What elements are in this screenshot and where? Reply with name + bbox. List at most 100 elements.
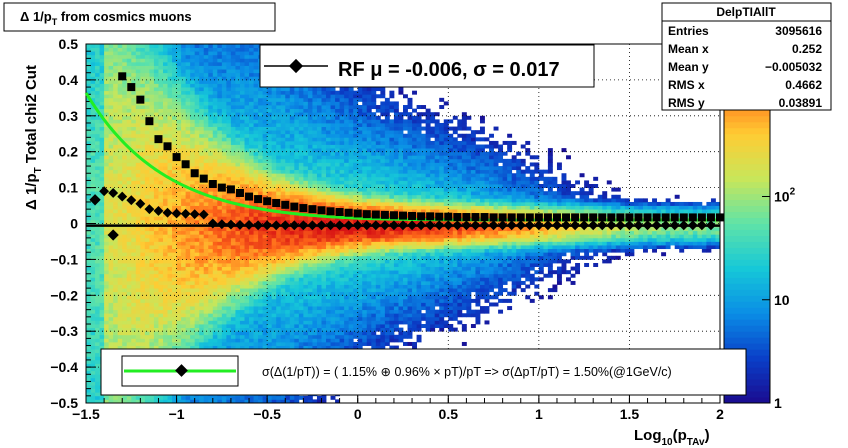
heatmap-cell [230, 234, 236, 239]
heatmap-cell [90, 259, 96, 264]
heatmap-cell [221, 155, 227, 160]
heatmap-cell [285, 212, 291, 217]
heatmap-cell [199, 259, 205, 264]
heatmap-cell [249, 309, 254, 314]
heatmap-cell [208, 101, 214, 106]
heatmap-cell [95, 140, 100, 145]
heatmap-cell [86, 69, 91, 74]
heatmap-cell [185, 72, 191, 77]
heatmap-cell [267, 262, 273, 267]
heatmap-cell [185, 280, 191, 285]
heatmap-cell [217, 191, 223, 196]
heatmap-cell [117, 341, 123, 346]
heatmap-cell [199, 65, 205, 70]
heatmap-cell [99, 112, 105, 117]
heatmap-cell [117, 166, 123, 171]
heatmap-cell [153, 219, 159, 224]
heatmap-cell [253, 130, 259, 135]
heatmap-cell [86, 169, 91, 174]
heatmap-cell [194, 234, 200, 239]
heatmap-cell [190, 341, 196, 346]
heatmap-cell [199, 90, 205, 95]
heatmap-cell [99, 151, 105, 156]
heatmap-cell [280, 162, 286, 167]
heatmap-cell [208, 291, 214, 296]
heatmap-cell [86, 97, 91, 102]
heatmap-cell [267, 205, 273, 210]
heatmap-cell [217, 115, 223, 120]
heatmap-cell [172, 101, 177, 106]
heatmap-cell [239, 148, 245, 153]
heatmap-cell [95, 284, 100, 289]
heatmap-cell [221, 273, 227, 278]
heatmap-cell [90, 230, 96, 235]
heatmap-cell [294, 291, 300, 296]
heatmap-cell [122, 44, 128, 48]
heatmap-cell [95, 65, 100, 70]
heatmap-cell [199, 219, 205, 224]
heatmap-cell [149, 212, 155, 217]
heatmap-cell [285, 166, 291, 171]
heatmap-cell [108, 83, 114, 88]
heatmap-cell [95, 349, 100, 354]
heatmap-cell [289, 338, 295, 343]
heatmap-cell [90, 90, 96, 95]
heatmap-cell [135, 198, 141, 203]
heatmap-cell [208, 212, 214, 217]
heatmap-cell [126, 227, 132, 232]
heatmap-cell [185, 338, 191, 343]
heatmap-cell [217, 119, 223, 124]
heatmap-cell [217, 230, 223, 235]
heatmap-cell [194, 324, 200, 329]
heatmap-cell [221, 280, 227, 285]
heatmap-cell [244, 237, 250, 242]
heatmap-cell [280, 288, 286, 293]
heatmap-cell [307, 399, 313, 404]
heatmap-cell [226, 227, 232, 232]
heatmap-cell [230, 72, 236, 77]
heatmap-cell [226, 270, 232, 275]
heatmap-cell [131, 227, 137, 232]
heatmap-cell [126, 241, 132, 246]
heatmap-cell [271, 137, 277, 142]
heatmap-cell [239, 298, 245, 303]
heatmap-cell [108, 237, 114, 242]
heatmap-cell [104, 216, 110, 221]
heatmap-cell [144, 313, 150, 318]
heatmap-cell [294, 302, 300, 307]
heatmap-cell [280, 87, 286, 92]
heatmap-cell [253, 334, 259, 339]
heatmap-cell [294, 324, 300, 329]
heatmap-cell [235, 255, 241, 260]
heatmap-cell [95, 367, 100, 372]
heatmap-cell [185, 155, 191, 160]
heatmap-cell [217, 324, 223, 329]
heatmap-cell [212, 166, 218, 171]
heatmap-cell [294, 284, 300, 289]
heatmap-cell [230, 259, 236, 264]
heatmap-cell [208, 51, 214, 56]
heatmap-cell [280, 277, 286, 282]
heatmap-cell [298, 291, 304, 296]
heatmap-cell [258, 230, 264, 235]
heatmap-cell [126, 173, 132, 178]
heatmap-cell [167, 105, 173, 110]
heatmap-cell [86, 298, 91, 303]
heatmap-cell [117, 241, 123, 246]
heatmap-cell [194, 270, 200, 275]
heatmap-cell [217, 306, 223, 311]
heatmap-cell [108, 61, 114, 66]
heatmap-cell [185, 144, 191, 149]
heatmap-cell [262, 284, 268, 289]
heatmap-cell [140, 112, 146, 117]
heatmap-cell [203, 72, 209, 77]
heatmap-cell [208, 309, 214, 314]
heatmap-cell [99, 54, 105, 59]
heatmap-cell [140, 334, 146, 339]
heatmap-cell [140, 176, 146, 181]
heatmap-cell [267, 162, 273, 167]
heatmap-cell [158, 148, 164, 153]
heatmap-cell [190, 83, 196, 88]
heatmap-cell [190, 320, 196, 325]
heatmap-cell [108, 338, 114, 343]
